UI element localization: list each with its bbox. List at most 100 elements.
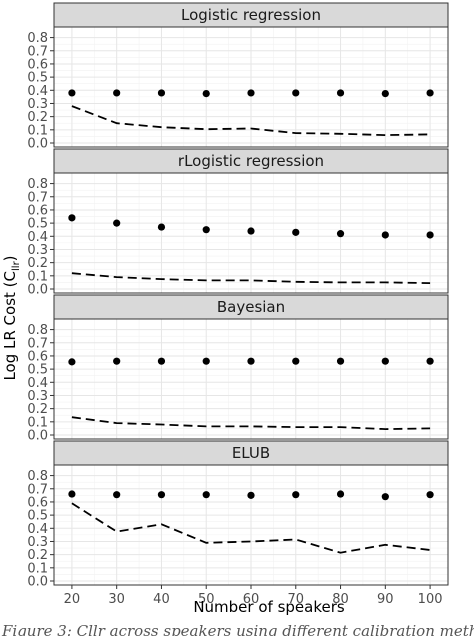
y-tick-label: 0.8 — [27, 323, 48, 338]
y-tick-label: 0.4 — [27, 522, 48, 537]
data-point — [68, 214, 76, 222]
y-tick-label: 0.6 — [27, 57, 48, 72]
y-tick-label: 0.0 — [27, 575, 48, 590]
data-point — [247, 357, 255, 365]
y-tick-label: 0.0 — [27, 429, 48, 444]
y-tick-label: 0.0 — [27, 283, 48, 298]
y-tick-label: 0.6 — [27, 495, 48, 510]
panel-border — [53, 318, 449, 440]
y-tick-label: 0.1 — [27, 415, 48, 430]
y-tick-label: 0.7 — [27, 190, 48, 205]
x-tick-label: 70 — [287, 592, 304, 607]
y-axis-title-subscript: llr — [11, 260, 22, 271]
data-point — [292, 491, 300, 499]
panel-title: ELUB — [232, 444, 270, 462]
y-tick-label: 0.2 — [27, 110, 48, 125]
data-point — [426, 357, 434, 365]
y-tick-label: 0.0 — [27, 137, 48, 152]
data-point — [247, 491, 255, 499]
dashed-series-line — [71, 272, 431, 284]
data-point — [381, 89, 389, 98]
dashed-series-line — [71, 105, 431, 137]
y-tick-label: 0.1 — [27, 269, 48, 284]
data-point — [292, 228, 300, 236]
data-point — [202, 357, 210, 365]
x-tick-label: 50 — [198, 592, 215, 607]
y-tick-label: 0.3 — [27, 535, 48, 550]
data-point — [381, 357, 389, 365]
data-point — [113, 491, 121, 499]
data-point — [292, 89, 300, 97]
x-tick-label: 40 — [153, 592, 170, 607]
figure-caption: Figure 3: Cllr across speakers using dif… — [1, 622, 474, 636]
x-tick-label: 90 — [377, 592, 394, 607]
data-point — [68, 89, 76, 97]
y-tick-label: 0.7 — [27, 482, 48, 497]
y-tick-label: 0.8 — [27, 469, 48, 484]
data-point — [247, 89, 255, 97]
y-tick-label: 0.2 — [27, 256, 48, 271]
data-point — [292, 357, 300, 365]
data-point — [336, 490, 345, 498]
x-axis-title: Number of speakers — [193, 598, 345, 616]
panel-title: Logistic regression — [181, 6, 321, 24]
y-tick-label: 0.3 — [27, 389, 48, 404]
data-point — [157, 357, 166, 365]
panel-4: ELUB 0.00.10.20.30.40.50.60.70.8 — [27, 440, 449, 590]
data-point — [336, 230, 345, 238]
y-tick-label: 0.5 — [27, 71, 48, 86]
panel-2: rLogistic regression0.00.10.20.30.40.50.… — [27, 148, 449, 298]
y-tick-label: 0.7 — [27, 44, 48, 59]
panel-strip — [53, 148, 449, 174]
data-point — [113, 89, 121, 97]
x-tick-label: 30 — [108, 592, 125, 607]
panel-3: Bayesian 0.00.10.20.30.40.50.60.70.8 — [27, 294, 449, 444]
y-tick-label: 0.2 — [27, 402, 48, 417]
panel-border — [53, 26, 449, 148]
x-tick-label: 80 — [332, 592, 349, 607]
dashed-series-line — [71, 502, 431, 554]
panel-title: rLogistic regression — [178, 152, 324, 170]
y-tick-label: 0.4 — [27, 230, 48, 245]
y-tick-label: 0.2 — [27, 548, 48, 563]
panel-border — [53, 172, 449, 294]
panel-title: Bayesian — [217, 298, 285, 316]
y-tick-label: 0.1 — [27, 561, 48, 576]
y-tick-label: 0.5 — [27, 217, 48, 232]
dashed-series-line — [71, 416, 431, 431]
data-point — [113, 357, 121, 365]
y-axis-title-main: Log LR Cost (C — [1, 271, 19, 381]
x-tick-label: 20 — [64, 592, 81, 607]
y-tick-label: 0.1 — [27, 123, 48, 138]
data-point — [202, 226, 210, 234]
y-tick-label: 0.5 — [27, 509, 48, 524]
panels-group: Logistic regression0.00.10.20.30.40.50.6… — [27, 2, 449, 590]
panel-strip — [53, 2, 449, 28]
y-tick-label: 0.8 — [27, 177, 48, 192]
data-point — [202, 89, 210, 98]
y-tick-label: 0.6 — [27, 349, 48, 364]
data-point — [157, 491, 166, 499]
x-tick-label: 100 — [418, 592, 443, 607]
data-point — [247, 227, 255, 235]
panel-1: Logistic regression 0.00.10.20.30.40.50.6… — [27, 2, 449, 152]
data-point — [202, 491, 210, 499]
data-point — [157, 89, 166, 97]
y-tick-label: 0.4 — [27, 376, 48, 391]
y-tick-label: 0.3 — [27, 97, 48, 112]
data-point — [68, 358, 76, 366]
y-tick-label: 0.6 — [27, 203, 48, 218]
data-point — [336, 89, 345, 97]
data-point — [157, 223, 166, 231]
y-tick-label: 0.7 — [27, 336, 48, 351]
data-point — [426, 89, 434, 97]
x-tick-label: 60 — [243, 592, 260, 607]
y-tick-label: 0.8 — [27, 31, 48, 46]
data-point — [336, 357, 345, 365]
x-axis: 20 30 40 50 60 70 80 90 100 — [64, 585, 443, 607]
data-point — [381, 493, 389, 501]
data-point — [68, 490, 76, 498]
y-axis-title: Log LR Cost (Cllr) — [1, 255, 22, 380]
data-point — [113, 219, 121, 227]
